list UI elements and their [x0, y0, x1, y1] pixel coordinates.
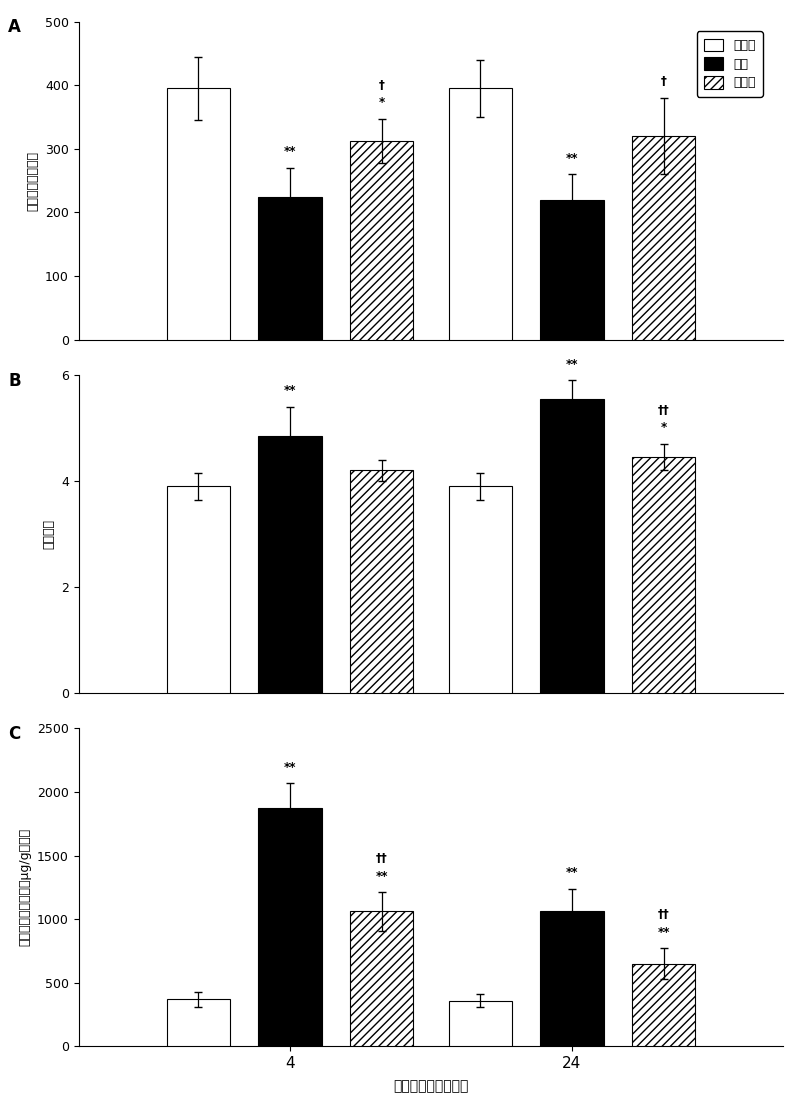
Y-axis label: 伊文思蓝染料含量（μg/g干重）: 伊文思蓝染料含量（μg/g干重）: [18, 828, 31, 947]
Bar: [166, 999, 230, 1047]
Text: **: **: [284, 145, 296, 159]
Text: **: **: [284, 760, 296, 774]
Text: A: A: [8, 19, 21, 37]
Bar: [540, 911, 604, 1047]
Text: †: †: [661, 75, 666, 89]
Text: **: **: [566, 866, 578, 879]
Text: **: **: [566, 152, 578, 164]
Bar: [540, 398, 604, 693]
Bar: [258, 436, 322, 693]
Bar: [540, 200, 604, 340]
Bar: [449, 1000, 512, 1047]
Bar: [258, 808, 322, 1047]
Text: †: †: [378, 79, 385, 92]
Bar: [449, 486, 512, 693]
Y-axis label: 湿干重比: 湿干重比: [42, 519, 55, 549]
Y-axis label: 左肺静脉氧合指数: 左肺静脉氧合指数: [26, 151, 39, 211]
Bar: [632, 137, 695, 340]
Text: *: *: [378, 97, 385, 110]
Legend: 假手术, 载体, 姜黄素: 假手术, 载体, 姜黄素: [697, 31, 763, 97]
Bar: [632, 963, 695, 1047]
Text: C: C: [8, 725, 21, 744]
Text: **: **: [375, 870, 388, 882]
Text: B: B: [8, 372, 21, 390]
Bar: [449, 89, 512, 340]
Text: ††: ††: [376, 852, 387, 866]
Bar: [350, 911, 414, 1047]
Text: *: *: [661, 422, 666, 434]
Text: **: **: [566, 357, 578, 371]
Bar: [166, 89, 230, 340]
Bar: [350, 141, 414, 340]
Text: ††: ††: [658, 908, 670, 921]
Bar: [632, 457, 695, 693]
Text: ††: ††: [658, 404, 670, 417]
Bar: [258, 196, 322, 340]
X-axis label: 移植后时间（小时）: 移植后时间（小时）: [394, 1079, 469, 1093]
Bar: [166, 486, 230, 693]
Bar: [350, 471, 414, 693]
Text: **: **: [658, 926, 670, 939]
Text: **: **: [284, 384, 296, 397]
